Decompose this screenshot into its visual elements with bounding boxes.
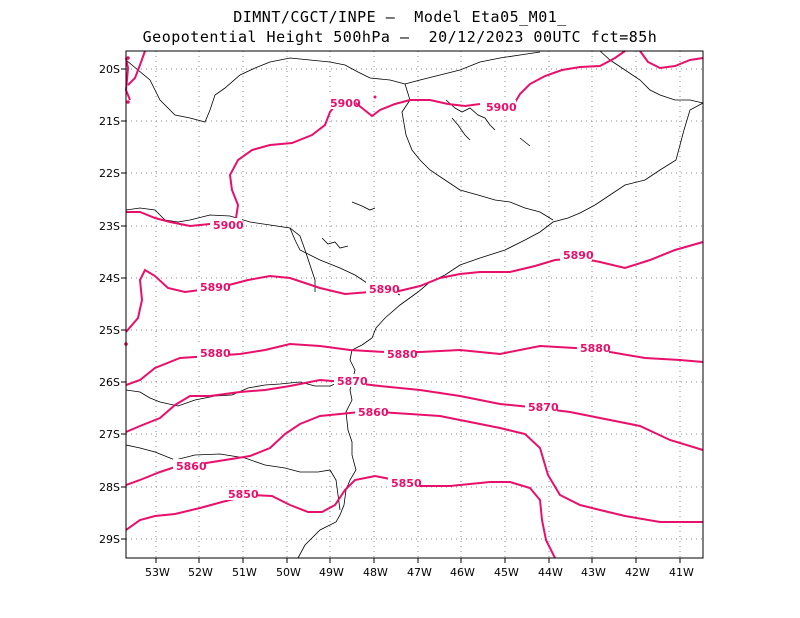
lat-label: 22S: [99, 167, 120, 180]
contour-5900-northeast: [513, 50, 626, 105]
title-line-1: DIMNT/CGCT/INPE – Model Eta05_M01_: [233, 8, 567, 26]
contour-label: 5880: [200, 347, 231, 360]
contour-5900-central: [228, 98, 481, 219]
contour-label: 5900: [213, 219, 244, 232]
lat-label: 24S: [99, 272, 120, 285]
contour-label: 5890: [369, 283, 400, 296]
contour-label: 5860: [176, 460, 207, 473]
contour-labels: 5900 5900 5900 5890 5890 5890 5880 5880 …: [173, 96, 611, 501]
lat-label: 26S: [99, 376, 120, 389]
lon-label: 50W: [276, 566, 301, 579]
contour-label: 5880: [580, 342, 611, 355]
contour-5850: [125, 474, 556, 559]
contour-label: 5850: [391, 477, 422, 490]
title-line-2: Geopotential Height 500hPa – 20/12/2023 …: [142, 28, 658, 46]
lon-label: 43W: [581, 566, 606, 579]
lat-label: 21S: [99, 115, 120, 128]
lat-label: 23S: [99, 220, 120, 233]
tick-marks: [121, 68, 681, 563]
longitude-labels: 53W 52W 51W 50W 49W 48W 47W 46W 45W 44W …: [145, 566, 694, 579]
lon-label: 49W: [319, 566, 344, 579]
grid-lines: [126, 51, 703, 558]
contour-label: 5900: [486, 101, 517, 114]
lon-label: 47W: [407, 566, 432, 579]
latitude-labels: 20S 21S 22S 23S 24S 25S 26S 27S 28S 29S: [99, 63, 120, 546]
lon-label: 46W: [450, 566, 475, 579]
contour-5900-far-northeast: [639, 50, 704, 70]
lon-label: 52W: [188, 566, 213, 579]
contour-label: 5900: [330, 97, 361, 110]
lon-label: 45W: [494, 566, 519, 579]
contour-label: 5890: [563, 249, 594, 262]
lon-label: 41W: [669, 566, 694, 579]
contour-label: 5870: [528, 401, 559, 414]
lon-label: 51W: [232, 566, 257, 579]
contour-label: 5860: [358, 406, 389, 419]
lat-label: 28S: [99, 481, 120, 494]
lon-label: 48W: [363, 566, 388, 579]
lat-label: 27S: [99, 428, 120, 441]
contour-5900-northwest: [127, 50, 146, 86]
lat-label: 29S: [99, 533, 120, 546]
contour-label: 5870: [337, 375, 368, 388]
lat-label: 25S: [99, 324, 120, 337]
contour-5900-west: [124, 57, 131, 101]
lon-label: 42W: [625, 566, 650, 579]
plot-frame: [125, 50, 704, 559]
lon-label: 53W: [145, 566, 170, 579]
contour-label: 5850: [228, 488, 259, 501]
contour-label: 5890: [200, 281, 231, 294]
lat-label: 20S: [99, 63, 120, 76]
lon-label: 44W: [538, 566, 563, 579]
contour-label: 5880: [387, 348, 418, 361]
